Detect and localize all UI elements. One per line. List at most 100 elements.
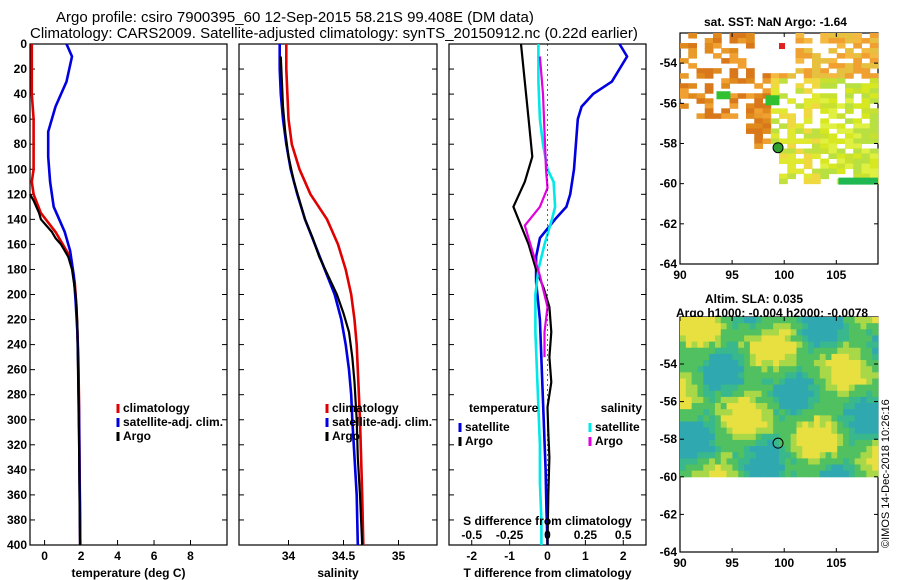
sst-cell xyxy=(713,43,722,49)
sla-cell xyxy=(726,403,733,410)
sst-cell xyxy=(812,73,821,79)
sla-cell xyxy=(709,409,716,416)
sst-cell xyxy=(853,43,862,49)
sla-cell xyxy=(749,317,757,324)
sla-cell xyxy=(755,452,763,459)
sla-cell xyxy=(784,323,792,330)
sst-cell xyxy=(754,98,763,104)
sla-cell xyxy=(784,415,792,422)
sla-cell xyxy=(825,329,832,336)
sla-cell xyxy=(773,427,780,435)
sla-cell xyxy=(802,341,809,349)
sst-cell xyxy=(787,138,796,144)
sst-cell xyxy=(729,38,739,44)
sla-cell xyxy=(773,409,780,416)
sla-cell xyxy=(709,353,716,361)
sst-cell xyxy=(688,48,697,54)
sst-cell xyxy=(845,158,854,165)
sst-cell xyxy=(795,58,805,64)
sst-cell xyxy=(820,73,829,79)
sst-cell xyxy=(787,148,796,155)
sla-cell xyxy=(755,378,763,386)
sla-cell xyxy=(831,446,838,453)
sla-cell xyxy=(709,384,716,392)
sla-cell xyxy=(784,317,792,324)
sla-cell xyxy=(703,329,710,336)
sst-cell xyxy=(861,68,871,74)
sla-cell xyxy=(691,372,698,379)
sla-cell xyxy=(784,360,792,367)
sst-cell xyxy=(704,73,714,79)
sla-cell xyxy=(709,433,716,441)
sst-cell xyxy=(795,168,805,175)
sla-cell xyxy=(767,403,774,410)
sla-cell xyxy=(773,372,780,379)
sla-cell xyxy=(860,384,867,392)
sla-cell xyxy=(837,427,844,435)
sst-map-argo-marker xyxy=(772,142,784,154)
sla-cell xyxy=(784,335,792,343)
sla-cell xyxy=(854,439,862,447)
sst-cell xyxy=(861,88,871,94)
sla-cell xyxy=(691,458,698,466)
sst-cell xyxy=(795,38,805,44)
sla-cell xyxy=(761,335,768,343)
sst-cell xyxy=(828,58,838,64)
sla-cell xyxy=(680,415,687,422)
sla-cell xyxy=(796,353,803,361)
sst-cell xyxy=(853,33,862,39)
sla-cell xyxy=(819,384,827,392)
sst-map-xtick-label: 105 xyxy=(826,268,846,282)
sst-cell xyxy=(853,133,862,139)
sst-cell xyxy=(820,98,829,104)
sla-cell xyxy=(843,329,850,336)
depth-tick-label: 120 xyxy=(7,187,27,201)
sla-cell xyxy=(726,390,733,398)
sla-cell xyxy=(819,341,827,349)
sst-cell xyxy=(680,93,689,99)
sla-cell xyxy=(860,433,867,441)
sla-cell xyxy=(784,378,792,386)
sla-cell xyxy=(691,409,698,416)
sla-cell xyxy=(720,439,728,447)
sla-cell xyxy=(819,470,827,478)
sla-cell xyxy=(831,323,838,330)
sst-cell xyxy=(869,168,879,175)
sla-cell xyxy=(802,452,809,459)
sla-cell xyxy=(773,317,780,324)
sla-cell xyxy=(726,409,733,416)
sst-cell xyxy=(746,113,755,119)
sla-cell xyxy=(691,403,698,410)
sla-cell xyxy=(872,390,879,398)
sla-cell xyxy=(749,353,757,361)
sla-cell xyxy=(796,446,803,453)
sla-cell xyxy=(732,427,739,435)
sla-cell xyxy=(872,317,879,324)
sla-cell xyxy=(819,403,827,410)
sla-map-xtick-label: 105 xyxy=(826,556,846,570)
sst-cell xyxy=(803,108,813,114)
sla-cell xyxy=(709,470,716,478)
sst-cell xyxy=(820,173,829,180)
sla-cell xyxy=(843,409,850,416)
difference-s-tick-label: 0.25 xyxy=(574,528,598,542)
sla-cell xyxy=(866,378,873,386)
sla-cell xyxy=(755,366,763,373)
sla-cell xyxy=(685,366,693,373)
sla-cell xyxy=(726,360,733,367)
sla-cell xyxy=(790,372,797,379)
sla-cell xyxy=(790,421,797,429)
depth-tick-label: 240 xyxy=(7,338,27,352)
sst-cell xyxy=(861,163,871,170)
sst-cell xyxy=(704,113,714,119)
sla-cell xyxy=(732,452,739,459)
sla-cell xyxy=(697,323,704,330)
sla-cell xyxy=(825,470,832,478)
sla-map-argo-marker xyxy=(772,437,784,449)
sst-cell xyxy=(688,43,697,49)
sla-cell xyxy=(848,415,856,422)
sla-cell xyxy=(802,427,809,435)
sla-cell xyxy=(680,452,687,459)
sla-cell xyxy=(761,458,768,466)
